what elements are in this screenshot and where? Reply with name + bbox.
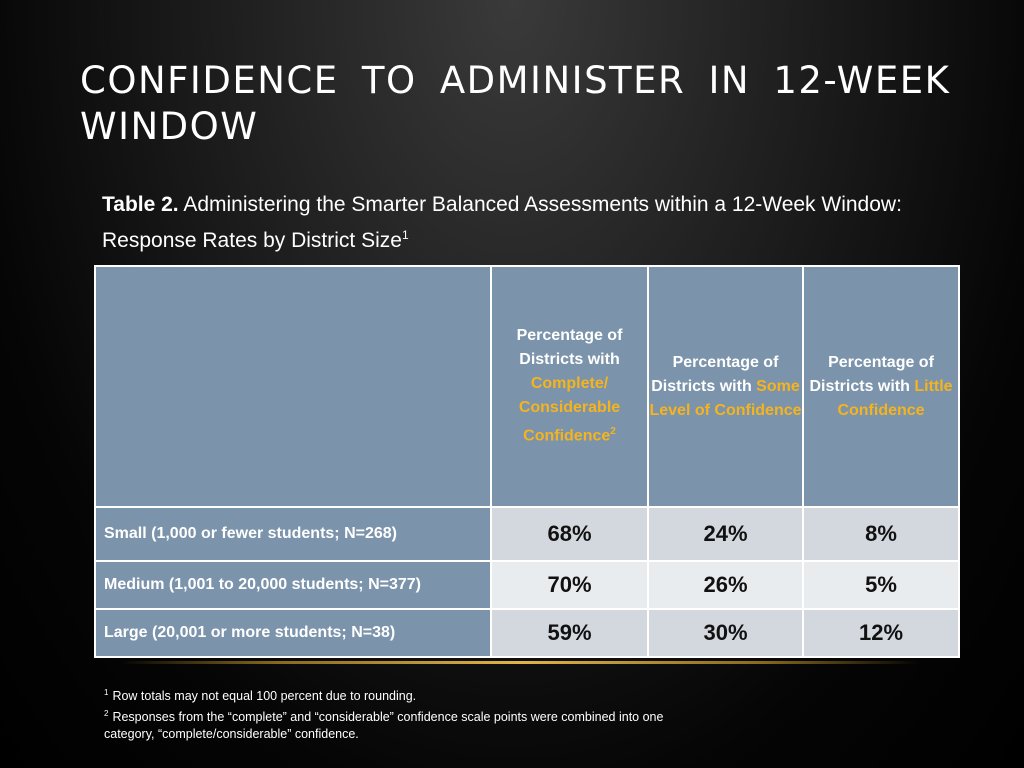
caption-footnote-ref: 1 xyxy=(401,228,409,242)
value-cell: 26% xyxy=(647,560,804,610)
row-label-large: Large (20,001 or more students; N=38) xyxy=(94,608,492,658)
value-cell: 30% xyxy=(647,608,804,658)
response-rates-table: Percentage of Districts with Complete/ C… xyxy=(94,265,960,658)
row-label-medium: Medium (1,001 to 20,000 students; N=377) xyxy=(94,560,492,610)
footnote-1: 1 Row totals may not equal 100 percent du… xyxy=(104,688,417,704)
value-cell: 68% xyxy=(490,506,649,562)
value-cell: 70% xyxy=(490,560,649,610)
header-complete-confidence: Percentage of Districts with Complete/ C… xyxy=(490,265,649,508)
header-footnote-ref: 2 xyxy=(610,426,616,438)
row-label-small: Small (1,000 or fewer students; N=268) xyxy=(94,506,492,562)
table-row: Medium (1,001 to 20,000 students; N=377)… xyxy=(94,560,960,610)
table-row: Small (1,000 or fewer students; N=268) 6… xyxy=(94,506,960,562)
header-highlight: Some Level of Confidence xyxy=(649,377,802,419)
footnotes: 1 Row totals may not equal 100 percent du… xyxy=(104,684,704,743)
table-header-row: Percentage of Districts with Complete/ C… xyxy=(94,265,960,508)
table-row: Large (20,001 or more students; N=38) 59… xyxy=(94,608,960,658)
caption-label: Table 2. xyxy=(102,193,179,216)
header-some-confidence: Percentage of Districts with Some Level … xyxy=(647,265,804,508)
value-cell: 59% xyxy=(490,608,649,658)
header-corner-cell xyxy=(94,265,492,508)
caption-text: Administering the Smarter Balanced Asses… xyxy=(102,193,902,252)
gold-divider xyxy=(120,661,920,664)
footnote-2: 2 Responses from the “complete” and “cons… xyxy=(104,709,664,742)
value-cell: 8% xyxy=(802,506,960,562)
value-cell: 24% xyxy=(647,506,804,562)
slide-title: CONFIDENCE TO ADMINISTER IN 12-WEEK WIND… xyxy=(80,59,951,148)
table-caption: Table 2. Administering the Smarter Balan… xyxy=(102,190,932,256)
value-cell: 12% xyxy=(802,608,960,658)
value-cell: 5% xyxy=(802,560,960,610)
header-little-confidence: Percentage of Districts with Little Conf… xyxy=(802,265,960,508)
header-highlight: Little Confidence xyxy=(837,377,953,419)
header-highlight: Complete/ Considerable Confidence xyxy=(518,375,621,445)
